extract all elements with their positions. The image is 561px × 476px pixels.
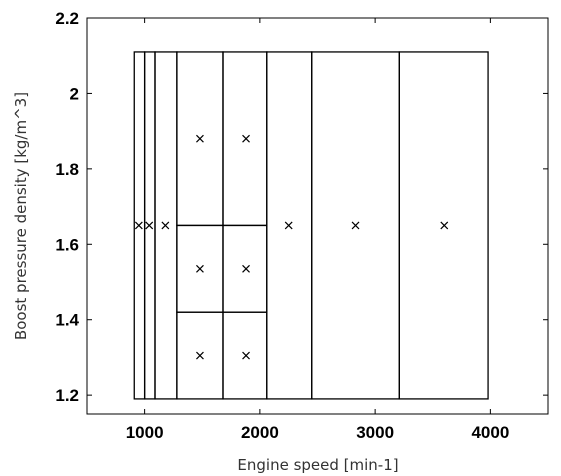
y-tick-label-0: 1.2 xyxy=(55,386,79,405)
y-axis-label: Boost pressure density [kg/m^3] xyxy=(12,92,30,340)
data-point-5 xyxy=(196,264,204,273)
data-point-0 xyxy=(134,221,143,230)
data-point-1 xyxy=(145,221,154,230)
data-point-6 xyxy=(242,264,250,273)
region-cell-4 xyxy=(222,51,268,227)
region-cell-11 xyxy=(398,51,489,400)
data-points xyxy=(134,134,449,360)
y-tick-label-1: 1.4 xyxy=(55,311,79,330)
plot-frame xyxy=(86,17,549,415)
data-point-4 xyxy=(242,134,250,143)
x-tick-label-0: 1000 xyxy=(126,423,164,442)
x-tick-label-1: 2000 xyxy=(241,423,279,442)
data-point-11 xyxy=(440,221,449,230)
y-axis: 1.2 1.4 1.6 1.8 2 2.2 xyxy=(55,9,548,405)
data-point-10 xyxy=(351,221,360,230)
data-point-7 xyxy=(196,351,204,360)
data-point-2 xyxy=(161,221,170,230)
region-grid xyxy=(133,51,489,400)
y-tick-label-2: 1.6 xyxy=(55,235,79,254)
x-tick-label-2: 3000 xyxy=(356,423,394,442)
region-cell-6 xyxy=(222,224,268,313)
y-tick-label-4: 2 xyxy=(70,84,79,103)
data-point-9 xyxy=(284,221,293,230)
data-point-8 xyxy=(242,351,250,360)
x-axis-label: Engine speed [min-1] xyxy=(237,456,398,474)
region-cell-8 xyxy=(222,311,268,400)
y-tick-label-3: 1.8 xyxy=(55,160,79,179)
x-tick-label-3: 4000 xyxy=(471,423,509,442)
data-point-3 xyxy=(196,134,204,143)
x-axis: 1000 2000 3000 4000 xyxy=(126,18,509,442)
y-tick-label-5: 2.2 xyxy=(55,9,79,28)
